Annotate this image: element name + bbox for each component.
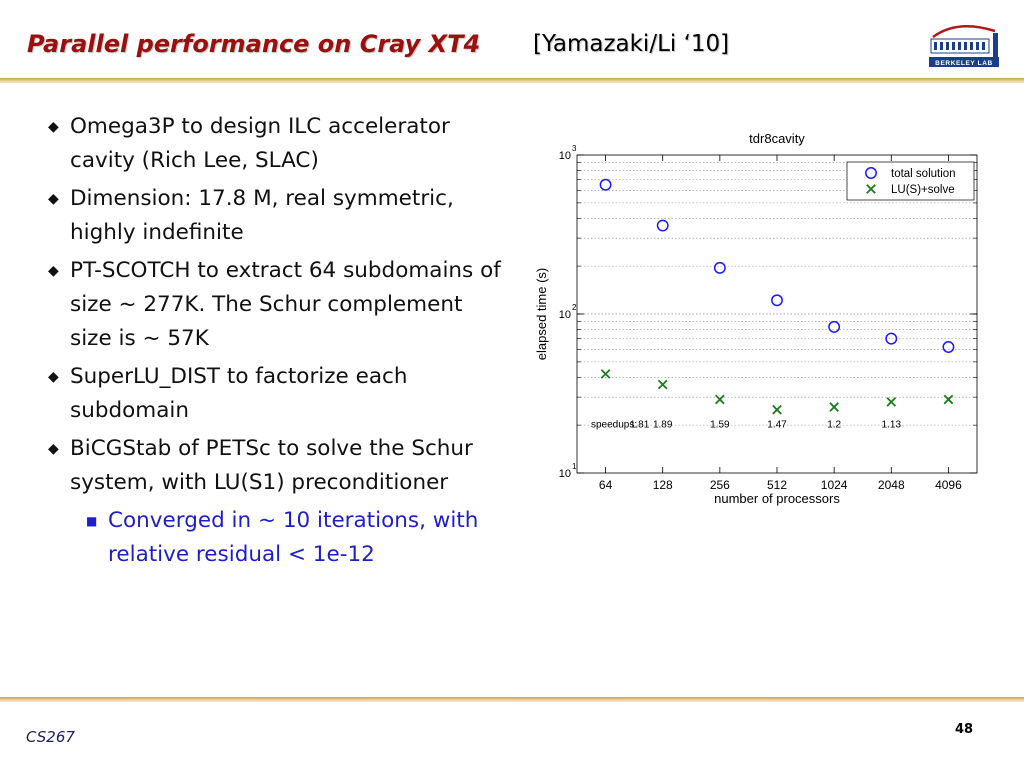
y-tick-label: 10 <box>559 468 571 480</box>
bullet-item: ◆ Omega3P to design ILC accelerator cavit… <box>48 110 508 178</box>
y-tick-label: 10 <box>559 150 571 162</box>
total-solution-point <box>942 341 955 353</box>
sub-bullet-item: ■ Converged in ~ 10 iterations, with rela… <box>86 504 508 572</box>
y-tick-label: 10 <box>559 309 571 321</box>
speedup-value: 1.89 <box>653 420 673 431</box>
lu-solve-point <box>715 394 725 405</box>
citation: [Yamazaki/Li ‘10] <box>533 31 730 57</box>
page-number: 48 <box>955 722 974 737</box>
diamond-bullet-icon: ◆ <box>48 369 59 385</box>
bullet-item: ◆ Dimension: 17.8 M, real symmetric, high… <box>48 182 508 250</box>
x-tick-label: 1024 <box>821 478 848 492</box>
speedup-value: 1.2 <box>827 420 841 431</box>
lu-solve-point <box>943 394 954 405</box>
lu-solve-point <box>886 397 897 407</box>
y-tick-exponent: 3 <box>572 144 577 153</box>
total-solution-point <box>599 178 612 191</box>
speedup-value: 1.59 <box>710 420 730 431</box>
x-tick-label: 4096 <box>935 478 962 492</box>
y-axis-label: elapsed time (s) <box>534 268 549 360</box>
bullet-list: ◆ Omega3P to design ILC accelerator cavit… <box>48 110 508 572</box>
lu-solve-point <box>829 402 839 412</box>
speedup-value: 1.81 <box>630 420 650 431</box>
legend-circle-icon <box>865 167 877 179</box>
y-tick-exponent: 1 <box>572 462 577 471</box>
x-axis-label: number of processors <box>714 491 840 506</box>
lu-solve-point <box>657 379 668 390</box>
total-solution-point <box>656 219 669 232</box>
berkeley-lab-logo: BERKELEY LAB <box>929 25 999 67</box>
lu-solve-point <box>600 369 611 379</box>
total-solution-point <box>713 261 726 274</box>
bullet-item: ◆ PT-SCOTCH to extract 64 subdomains of s… <box>48 254 508 356</box>
diamond-bullet-icon: ◆ <box>48 263 59 279</box>
x-tick-label: 512 <box>767 478 787 492</box>
legend-label: LU(S)+solve <box>891 184 955 196</box>
y-tick-exponent: 2 <box>572 303 577 312</box>
total-solution-point <box>771 294 783 307</box>
chart-title: tdr8cavity <box>749 131 805 146</box>
slide-title: Parallel performance on Cray XT4 <box>27 30 481 58</box>
bullet-item: ◆ BiCGStab of PETSc to solve the Schur sy… <box>48 432 508 500</box>
svg-text:BERKELEY LAB: BERKELEY LAB <box>935 60 993 67</box>
diamond-bullet-icon: ◆ <box>48 119 59 135</box>
x-tick-label: 64 <box>599 478 613 492</box>
speedups-label: speedups: <box>591 420 637 431</box>
total-solution-point <box>828 320 841 333</box>
course-label: CS267 <box>26 728 75 746</box>
legend-x-icon <box>866 184 876 194</box>
footer-rule <box>0 697 1024 702</box>
legend-label: total solution <box>891 168 956 180</box>
x-tick-label: 128 <box>653 478 673 492</box>
speedup-value: 1.47 <box>767 420 787 431</box>
total-solution-point <box>885 332 898 345</box>
square-bullet-icon: ■ <box>86 514 98 528</box>
bullet-item: ◆ SuperLU_DIST to factorize each subdomai… <box>48 360 508 428</box>
speedup-value: 1.13 <box>882 420 902 431</box>
diamond-bullet-icon: ◆ <box>48 441 59 457</box>
diamond-bullet-icon: ◆ <box>48 191 59 207</box>
x-tick-label: 2048 <box>878 478 905 492</box>
lu-solve-point <box>772 404 782 415</box>
header-rule <box>0 78 1024 83</box>
x-tick-label: 256 <box>710 478 730 492</box>
